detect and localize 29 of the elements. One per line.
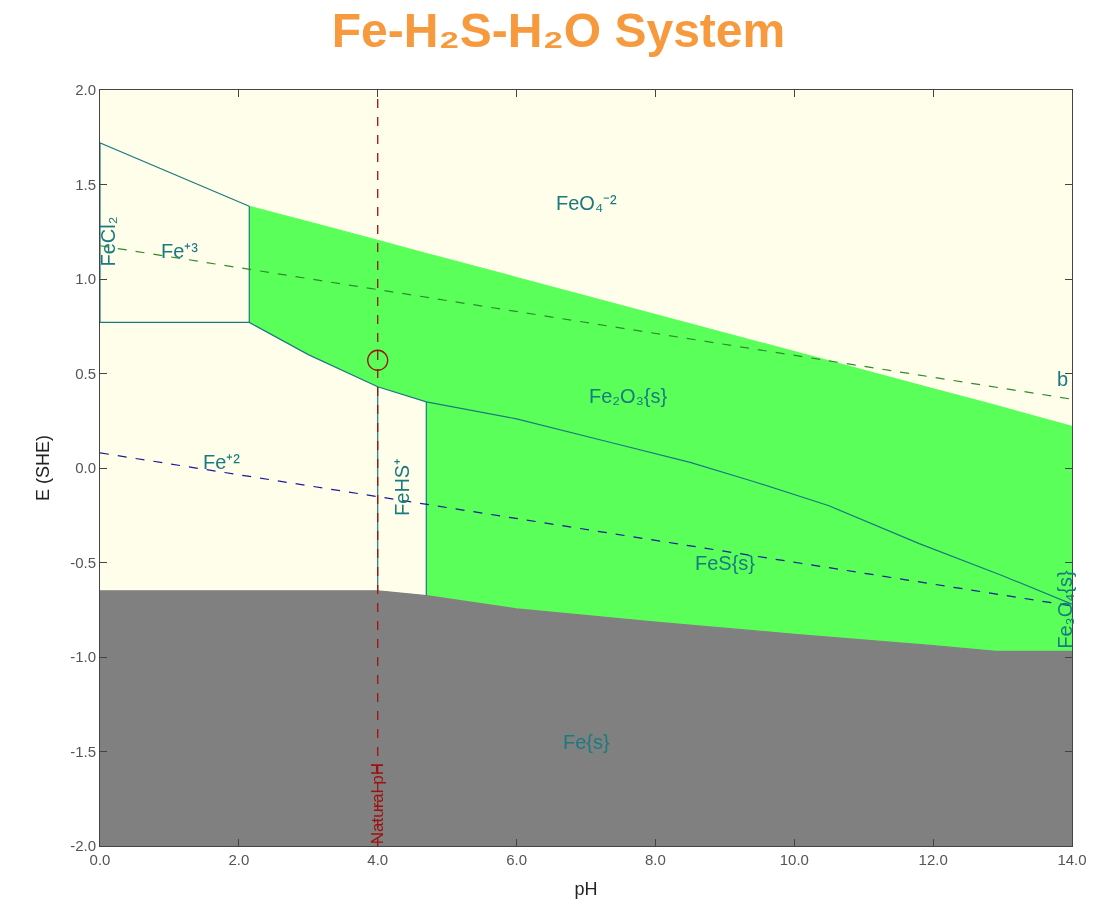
annotation: FeO₄⁻² [556,192,618,214]
y-tick-label: -1.0 [70,648,96,666]
annotation: b [1057,368,1069,390]
annotation: Fe{s} [563,731,611,753]
annotation: Fe⁺² [203,451,241,473]
y-tick-label: 2.0 [75,81,96,99]
annotation: FeS{s} [695,552,756,574]
annotation: Fe⁺³ [161,240,199,262]
x-tick-label: 6.0 [506,851,527,868]
x-axis-title: pH [574,879,598,900]
x-tick-label: 2.0 [228,851,250,868]
annotation: Fe₂O₃{s} [589,385,668,407]
y-axis-title: E (SHE) [33,434,54,502]
y-tick-label: -0.5 [70,553,96,571]
y-tick-label: 0.0 [75,459,96,477]
x-tick-label: 14.0 [1057,851,1087,868]
y-tick-label: 1.0 [75,270,96,288]
ref-line-label: Natural pH [368,762,388,845]
y-tick-label: 0.5 [75,364,96,382]
y-tick-label: 1.5 [75,175,96,193]
annotation: FeCl₂ [97,216,120,267]
y-tick-label: -1.5 [70,742,96,760]
x-tick-label: 8.0 [645,851,666,868]
annotation: Fe₃O₄{s} [1054,569,1077,649]
x-tick-label: 4.0 [367,851,389,868]
x-tick-label: 12.0 [918,851,948,868]
annotation: FeHS⁺ [391,457,414,516]
chart-title: Fe-H₂S-H₂O System [331,4,786,58]
x-tick-label: 10.0 [779,851,809,868]
